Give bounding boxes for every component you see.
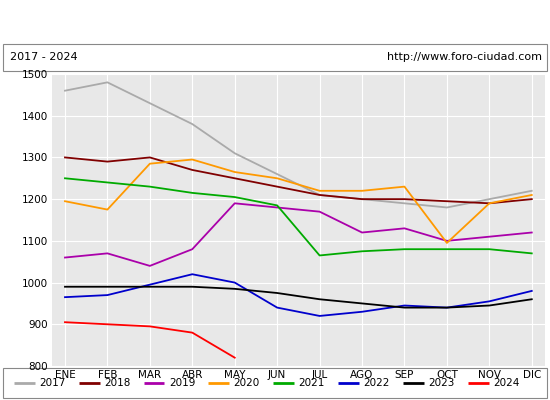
Text: 2023: 2023 — [428, 378, 455, 388]
Text: 2024: 2024 — [493, 378, 520, 388]
Text: 2020: 2020 — [234, 378, 260, 388]
Text: 2018: 2018 — [104, 378, 130, 388]
Text: 2017: 2017 — [39, 378, 65, 388]
Text: http://www.foro-ciudad.com: http://www.foro-ciudad.com — [387, 52, 542, 62]
Text: 2017 - 2024: 2017 - 2024 — [10, 52, 78, 62]
Text: Evolucion del paro registrado en Villacañas: Evolucion del paro registrado en Villaca… — [117, 14, 433, 28]
Text: 2021: 2021 — [299, 378, 325, 388]
Text: 2019: 2019 — [169, 378, 195, 388]
Text: 2022: 2022 — [364, 378, 390, 388]
